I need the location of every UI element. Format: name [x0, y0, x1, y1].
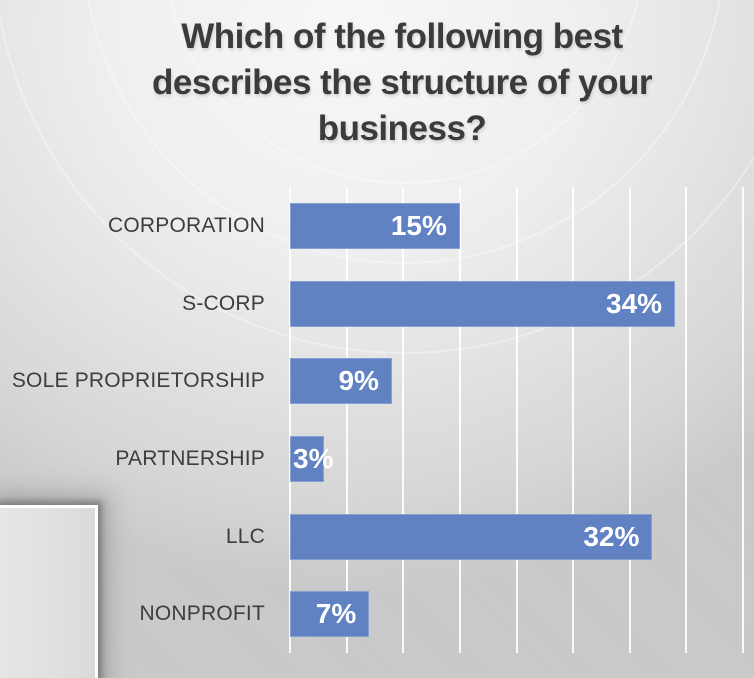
- bar: 15%: [290, 202, 460, 249]
- value-label: 9%: [338, 365, 379, 397]
- value-label: 32%: [583, 520, 640, 552]
- bar: 32%: [290, 513, 653, 560]
- bar: 3%: [290, 435, 333, 482]
- decorative-frame-rectangle: [0, 505, 98, 678]
- bar: 9%: [290, 358, 392, 405]
- value-label: 15%: [390, 209, 447, 241]
- gridline: [628, 187, 631, 653]
- value-label: 3%: [293, 442, 334, 474]
- gridline: [402, 187, 405, 653]
- gridline: [685, 187, 688, 653]
- category-label: CORPORATION: [108, 213, 265, 237]
- category-label: LLC: [225, 524, 265, 548]
- gridline: [458, 187, 461, 653]
- category-label: NONPROFIT: [139, 602, 265, 626]
- gridline: [289, 187, 291, 653]
- category-label: SOLE PROPRIETORSHIP: [11, 369, 265, 393]
- category-label: S-CORP: [182, 291, 265, 315]
- gridline: [515, 187, 518, 653]
- value-label: 34%: [606, 287, 663, 319]
- gridline: [742, 187, 744, 653]
- category-label: PARTNERSHIP: [115, 446, 265, 470]
- chart-title: Which of the following best describes th…: [152, 17, 652, 148]
- gridline: [572, 187, 575, 653]
- bar: 7%: [290, 591, 370, 638]
- gridline: [345, 187, 348, 653]
- bar: 34%: [290, 280, 676, 327]
- value-label: 7%: [315, 598, 357, 630]
